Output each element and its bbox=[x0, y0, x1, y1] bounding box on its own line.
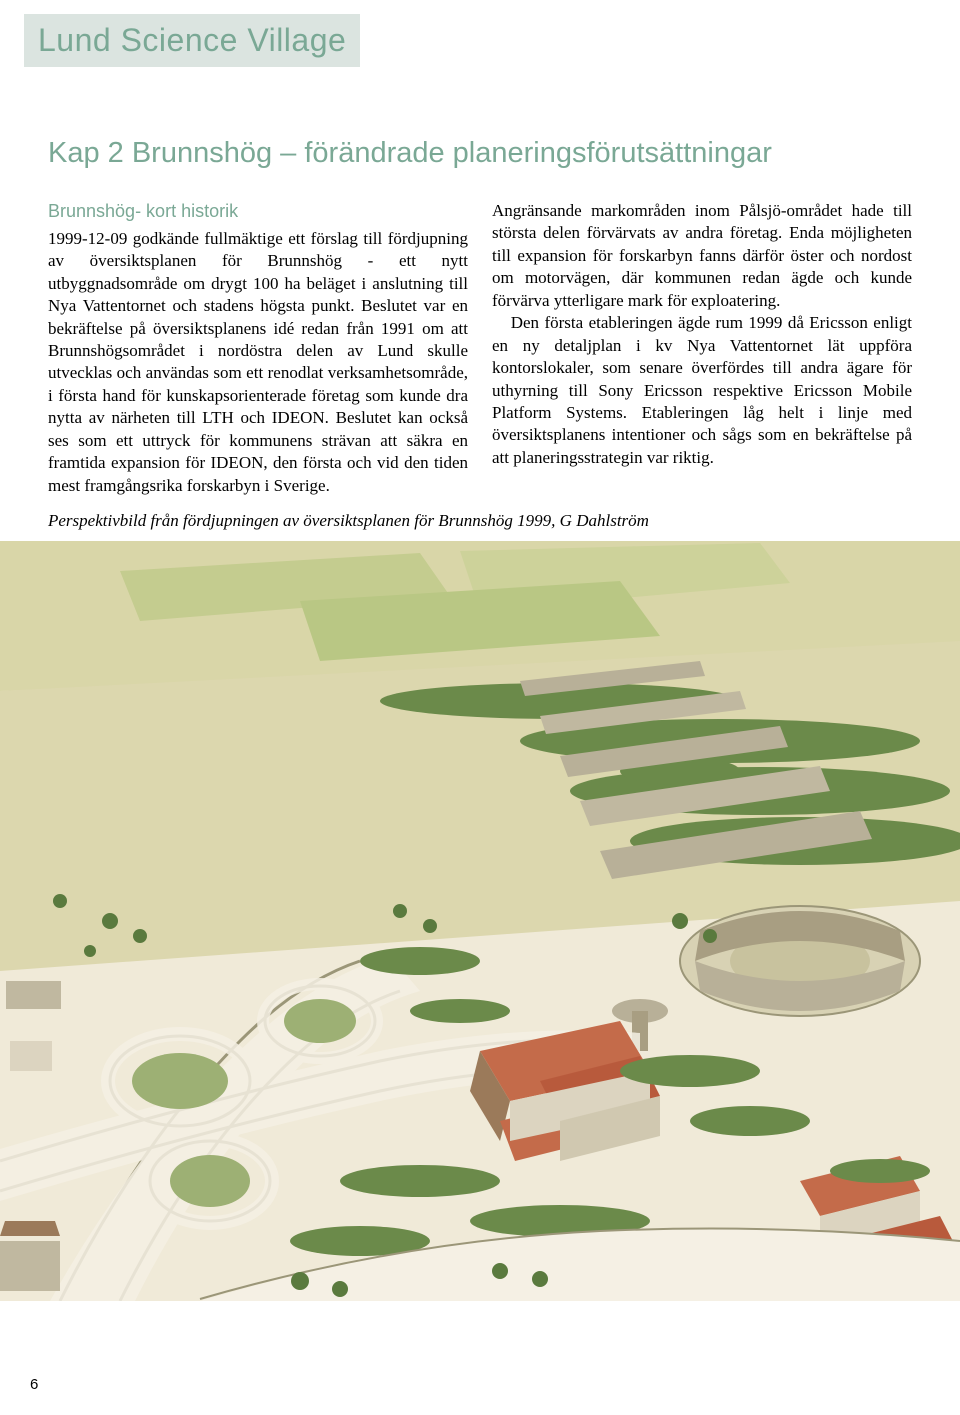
body-paragraph: 1999-12-09 godkände fullmäktige ett förs… bbox=[48, 228, 468, 497]
page-number: 6 bbox=[30, 1376, 38, 1393]
body-paragraph: Angränsande markområden inom Pålsjö-områ… bbox=[492, 200, 912, 312]
header-title: Lund Science Village bbox=[38, 22, 346, 58]
figure-caption: Perspektivbild från fördjupningen av öve… bbox=[48, 511, 912, 531]
page-content: Kap 2 Brunnshög – förändrade planeringsf… bbox=[0, 137, 960, 531]
body-paragraph: Den första etableringen ägde rum 1999 då… bbox=[492, 312, 912, 469]
chapter-title: Kap 2 Brunnshög – förändrade planeringsf… bbox=[48, 137, 912, 170]
section-subheading: Brunnshög- kort historik bbox=[48, 200, 468, 224]
text-columns: Brunnshög- kort historik 1999-12-09 godk… bbox=[48, 200, 912, 497]
header-banner: Lund Science Village bbox=[24, 14, 360, 67]
perspective-illustration bbox=[0, 541, 960, 1301]
